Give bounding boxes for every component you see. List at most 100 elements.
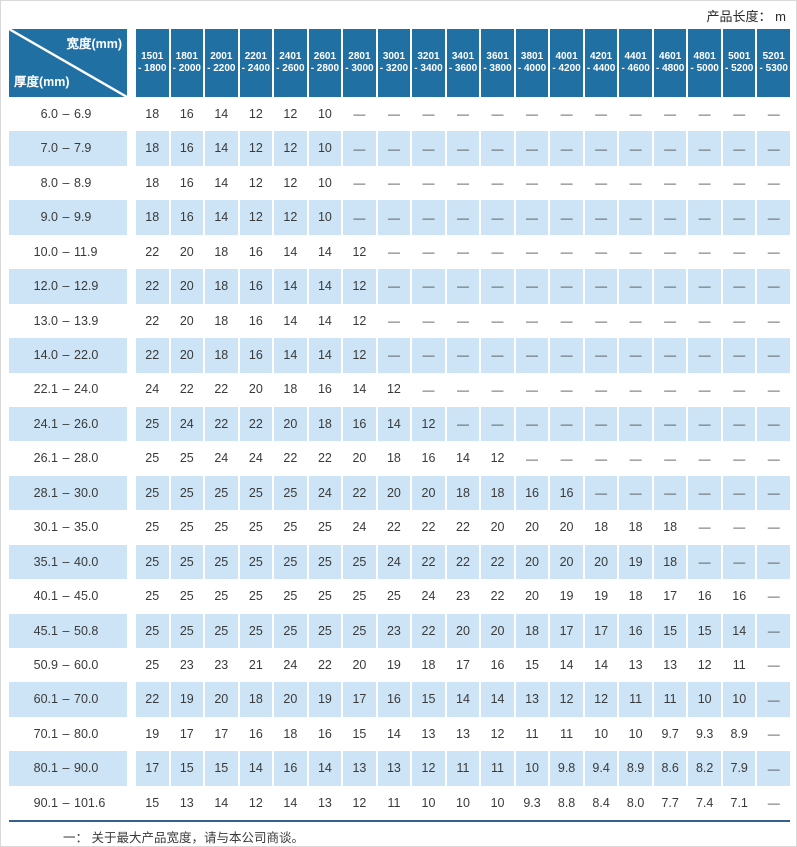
length-value-cell: 11	[481, 751, 514, 786]
length-value-cell: 18	[446, 475, 480, 511]
length-value-cell: 14	[214, 106, 229, 121]
column-spacer	[129, 476, 134, 510]
length-value-cell: —	[733, 520, 746, 535]
length-value-cell: 24	[248, 451, 263, 466]
length-value-cell: 18	[239, 682, 273, 717]
column-spacer	[129, 269, 134, 303]
length-value-cell: 15	[653, 613, 687, 648]
length-value-cell: —	[491, 107, 504, 122]
length-value-cell: 25	[343, 613, 376, 648]
width-column-header-7: 2801- 3000	[343, 29, 376, 97]
column-spacer	[129, 338, 134, 372]
length-value-cell: 19	[308, 682, 342, 717]
length-value-cell: 14	[352, 382, 367, 397]
length-value-cell: 20	[559, 520, 574, 535]
length-value-cell: —	[629, 176, 642, 191]
length-value-cell: —	[653, 475, 687, 511]
length-value-cell: 18	[214, 244, 229, 259]
length-value-cell: 13	[377, 751, 411, 786]
length-value-cell: 20	[179, 313, 194, 328]
length-value-cell: 13	[317, 795, 332, 810]
length-value-cell: 22	[481, 544, 514, 580]
width-axis-label: 宽度(mm)	[66, 37, 122, 51]
length-value-cell: —	[446, 200, 480, 235]
length-value-cell: 25	[343, 544, 376, 580]
length-value-cell: 25	[145, 657, 160, 672]
table-row-13: 30.1–35.0 25 25 25 25 25 25 24 22 22 22 20 20 20 18 18 1…	[9, 510, 790, 544]
length-value-cell: 20	[179, 244, 194, 259]
length-value-cell: —	[422, 313, 435, 328]
length-value-cell: 22	[145, 313, 160, 328]
thickness-label-cell: 60.1–70.0	[9, 682, 127, 717]
column-spacer	[129, 545, 134, 579]
length-value-cell: 16	[239, 269, 273, 304]
length-value-cell: 19	[386, 657, 401, 672]
length-value-cell: 19	[619, 544, 652, 580]
length-value-cell: 14	[283, 313, 298, 328]
length-value-cell: 16	[248, 313, 263, 328]
length-value-cell: 15	[205, 751, 238, 786]
thickness-label-cell: 24.1–26.0	[9, 406, 127, 442]
width-column-header-5: 2401- 2600	[274, 29, 307, 97]
thickness-label-cell: 45.1–50.8	[9, 613, 127, 648]
thickness-axis-label: 厚度(mm)	[14, 74, 70, 89]
length-value-cell: 14	[214, 795, 229, 810]
length-value-cell: 18	[145, 175, 160, 190]
thickness-label-cell: 26.1–28.0	[33, 451, 99, 466]
table-header-row: 宽度(mm) 厚度(mm) 1501- 1800 1801- 2000 2001- …	[9, 29, 790, 97]
length-value-cell: 20	[550, 544, 583, 580]
length-value-cell: 25	[136, 613, 169, 648]
length-value-cell: 12	[352, 313, 367, 328]
length-value-cell: 10	[456, 795, 470, 810]
length-value-cell: —	[446, 406, 480, 442]
length-value-cell: —	[767, 451, 780, 466]
length-value-cell: —	[412, 269, 445, 304]
length-value-cell: 25	[283, 520, 298, 535]
length-value-cell: 22	[136, 682, 169, 717]
length-value-cell: 24	[352, 520, 367, 535]
length-value-cell: —	[550, 269, 583, 304]
length-value-cell: —	[629, 244, 642, 259]
length-value-cell: 9.3	[695, 726, 714, 741]
column-spacer	[129, 682, 134, 716]
length-value-cell: —	[698, 244, 711, 259]
length-value-cell: —	[387, 176, 400, 191]
length-value-cell: 12	[283, 106, 298, 121]
thickness-label-cell: 13.0–13.9	[33, 313, 99, 328]
length-value-cell: 12	[697, 657, 712, 672]
thickness-label-cell: 22.1–24.0	[33, 382, 99, 397]
length-value-cell: —	[595, 107, 608, 122]
length-value-cell: 22	[214, 382, 229, 397]
column-spacer	[129, 97, 134, 131]
column-spacer	[129, 29, 134, 97]
length-value-cell: 20	[525, 589, 539, 604]
length-value-cell: —	[422, 176, 435, 191]
length-value-cell: 9.4	[584, 751, 618, 786]
length-value-cell: 14	[308, 751, 342, 786]
length-value-cell: —	[767, 382, 780, 397]
length-value-cell: —	[664, 244, 677, 259]
length-value-cell: —	[560, 176, 573, 191]
length-value-cell: —	[422, 107, 435, 122]
length-value-cell: 10	[515, 751, 549, 786]
table-row-16: 45.1–50.8 25 25 25 25 25 25 25 23 22 20 20 18 17 17 16 1…	[9, 613, 790, 648]
length-value-cell: 24	[214, 451, 229, 466]
length-value-cell: —	[515, 200, 549, 235]
length-value-cell: 14	[594, 657, 609, 672]
length-value-cell: 16	[274, 751, 307, 786]
length-value-cell: 16	[170, 131, 204, 166]
length-value-cell: 13	[456, 726, 470, 741]
length-value-cell: —	[560, 382, 573, 397]
table-row-20: 80.1–90.0 17 15 15 14 16 14 13 13 12 11 11 10 9.8 9.4 8…	[9, 751, 790, 786]
length-value-cell: —	[757, 544, 790, 580]
width-column-header-19: 5201- 5300	[757, 29, 790, 97]
length-value-cell: 10	[490, 795, 505, 810]
length-value-cell: 10	[421, 795, 436, 810]
length-value-cell: 22	[283, 451, 298, 466]
length-value-cell: —	[446, 338, 480, 373]
length-value-cell: 16	[179, 106, 194, 121]
length-value-cell: 22	[421, 520, 436, 535]
width-column-header-11: 3601- 3800	[481, 29, 514, 97]
length-value-cell: 13	[515, 682, 549, 717]
length-value-cell: 25	[317, 520, 332, 535]
